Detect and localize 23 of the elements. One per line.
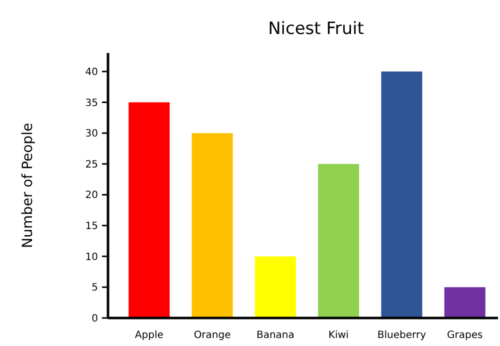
y-tick-label: 25	[85, 159, 98, 170]
bar	[128, 102, 170, 318]
x-tick-label: Kiwi	[328, 330, 349, 341]
y-tick-label: 20	[85, 190, 98, 202]
y-tick-label: 10	[85, 252, 98, 263]
chart-title: Nicest Fruit	[268, 19, 364, 39]
y-tick-label: 30	[85, 128, 98, 140]
y-axis-title: Number of People	[20, 122, 36, 248]
bar	[192, 133, 233, 318]
x-tick-label: Grapes	[447, 330, 483, 341]
y-tick-label: 0	[92, 314, 98, 324]
bar	[318, 164, 360, 318]
bar	[381, 71, 422, 318]
y-tick-label: 40	[85, 66, 98, 78]
y-tick-label: 35	[85, 98, 98, 109]
x-tick-label: Orange	[194, 330, 231, 341]
y-tick-label: 5	[92, 282, 98, 294]
x-tick-label: Apple	[134, 330, 164, 341]
bar	[444, 287, 486, 318]
y-tick-label: 15	[85, 221, 98, 232]
x-tick-label: Banana	[256, 330, 294, 341]
bar	[254, 256, 296, 318]
x-tick-label: Blueberry	[377, 330, 426, 341]
